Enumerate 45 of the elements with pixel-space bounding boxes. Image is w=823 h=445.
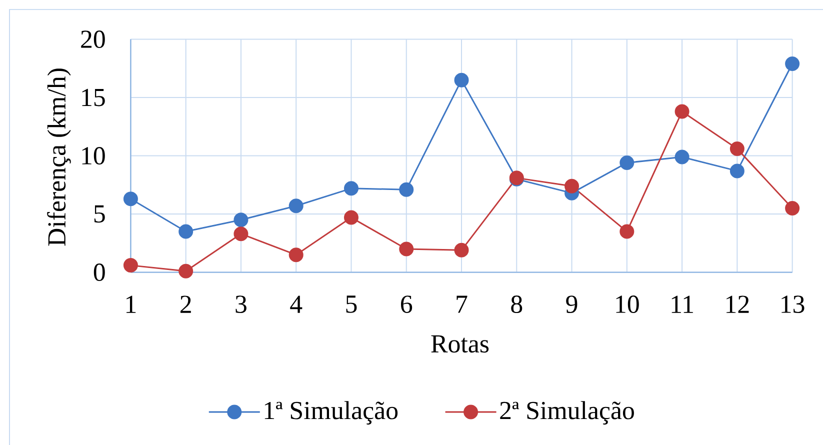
point (785, 200, 800, 216)
x-tick-label: 3 (236, 296, 246, 313)
y-tick-label: 20 (81, 30, 105, 48)
point (674, 150, 690, 164)
legend-label: 2ª Simulação (500, 401, 634, 425)
y-axis-title: Diferença (km/h) (47, 68, 71, 246)
point (234, 226, 248, 242)
point (288, 248, 304, 262)
point (178, 224, 194, 239)
x-tick-label: 5 (346, 296, 357, 313)
legend-label: 1ª Simulação (264, 401, 398, 425)
point (730, 142, 744, 156)
point (178, 264, 194, 278)
point (674, 104, 690, 119)
point (620, 224, 634, 239)
x-tick-label: 8 (511, 296, 522, 314)
point (564, 178, 580, 194)
point (234, 212, 248, 228)
point (620, 156, 634, 170)
point (399, 182, 414, 197)
x-tick-label: 7 (456, 296, 468, 313)
point (454, 72, 469, 88)
y-tick-label: 15 (82, 88, 105, 106)
x-tick-label: 4 (290, 296, 302, 313)
y-tick-label: 0 (94, 264, 105, 282)
x-tick-label: 9 (566, 296, 578, 313)
y-tick-label: 5 (94, 205, 105, 223)
x-tick-label: 6 (401, 296, 412, 313)
y-tick-label: 10 (82, 147, 105, 165)
point (730, 164, 744, 178)
point (344, 210, 358, 225)
x-tick-label: 11 (672, 296, 693, 313)
x-axis-title: Rotas (431, 335, 489, 353)
point (123, 192, 138, 206)
x-tick-label: 10 (616, 296, 639, 314)
point (288, 198, 304, 214)
point (785, 56, 800, 72)
point (399, 242, 414, 256)
x-tick-label: 12 (726, 296, 749, 313)
point (454, 242, 469, 258)
point (344, 181, 358, 196)
x-tick-label: 2 (180, 296, 191, 313)
x-tick-label: 13 (782, 296, 804, 313)
x-tick-label: 1 (126, 296, 136, 313)
point (123, 258, 138, 273)
